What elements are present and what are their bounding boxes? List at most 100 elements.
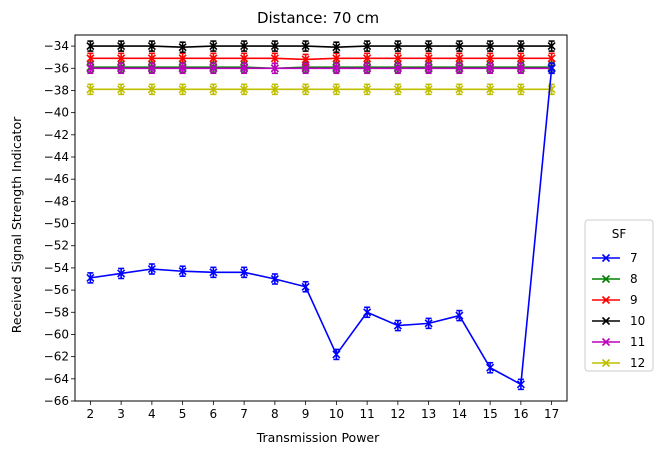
data-point-sf-12 — [363, 83, 372, 96]
x-tick-label: 14 — [452, 407, 467, 421]
x-marker — [117, 85, 126, 94]
legend-marker — [601, 316, 611, 326]
series-line-sf-8 — [90, 66, 552, 70]
series-line-sf-9 — [90, 57, 552, 61]
marker-stroke — [332, 85, 341, 94]
x-tick-label: 8 — [271, 407, 279, 421]
x-marker — [240, 54, 249, 63]
marker-stroke — [424, 42, 433, 51]
marker-stroke — [270, 85, 279, 94]
x-marker — [516, 54, 525, 63]
legend-label: 9 — [630, 293, 638, 307]
x-marker — [486, 42, 495, 51]
data-point-sf-7 — [547, 62, 556, 75]
x-marker — [455, 311, 464, 320]
marker-stroke — [547, 64, 556, 73]
data-point-sf-11 — [86, 62, 95, 75]
y-tick-label: −40 — [44, 106, 69, 120]
x-marker — [240, 64, 249, 73]
x-marker — [178, 43, 187, 52]
x-marker — [363, 42, 372, 51]
marker-stroke — [240, 268, 249, 277]
legend-item-sf-12: 12 — [592, 356, 645, 370]
x-marker — [301, 55, 310, 64]
y-axis-label: Received Signal Strength Indicator — [9, 116, 24, 333]
marker-stroke — [424, 319, 433, 328]
marker-stroke — [516, 54, 525, 63]
marker-stroke — [455, 42, 464, 51]
data-point-sf-10 — [178, 41, 187, 54]
x-tick-label: 11 — [359, 407, 374, 421]
x-marker — [86, 273, 95, 282]
x-marker — [147, 64, 156, 73]
data-point-sf-7 — [486, 361, 495, 374]
data-point-sf-7 — [393, 319, 402, 332]
marker-stroke — [601, 253, 611, 263]
data-point-sf-10 — [455, 40, 464, 52]
data-point-sf-7 — [147, 263, 156, 275]
marker-stroke — [209, 268, 218, 277]
x-marker — [117, 42, 126, 51]
data-point-sf-7 — [455, 309, 464, 322]
x-marker — [393, 321, 402, 330]
legend-title: SF — [612, 227, 627, 241]
x-marker — [178, 85, 187, 94]
legend-marker — [601, 295, 611, 305]
legend-label: 10 — [630, 314, 645, 328]
x-marker — [209, 42, 218, 51]
marker-stroke — [117, 54, 126, 63]
marker-stroke — [363, 42, 372, 51]
y-tick-label: −66 — [44, 394, 69, 408]
data-point-sf-10 — [516, 40, 525, 52]
x-marker — [332, 350, 341, 359]
x-tick-label: 12 — [390, 407, 405, 421]
marker-stroke — [147, 42, 156, 51]
data-point-sf-12 — [424, 83, 433, 96]
marker-stroke — [363, 308, 372, 317]
x-tick-label: 4 — [148, 407, 156, 421]
data-point-sf-10 — [393, 40, 402, 52]
x-marker — [393, 85, 402, 94]
data-point-sf-11 — [486, 62, 495, 75]
plot-background — [75, 35, 567, 401]
x-tick-label: 5 — [179, 407, 187, 421]
x-marker — [209, 54, 218, 63]
x-marker — [486, 54, 495, 63]
legend-item-sf-8: 8 — [592, 272, 638, 286]
data-point-sf-12 — [209, 83, 218, 96]
marker-stroke — [393, 42, 402, 51]
legend-label: 11 — [630, 335, 645, 349]
y-tick-label: −48 — [44, 194, 69, 208]
data-point-sf-7 — [178, 265, 187, 278]
x-marker — [240, 268, 249, 277]
data-point-sf-11 — [393, 62, 402, 75]
data-point-sf-9 — [147, 52, 156, 65]
x-tick-label: 17 — [544, 407, 559, 421]
x-marker — [486, 85, 495, 94]
x-marker — [424, 64, 433, 73]
marker-stroke — [424, 85, 433, 94]
x-marker — [332, 85, 341, 94]
y-tick-label: −62 — [44, 350, 69, 364]
x-marker — [363, 85, 372, 94]
data-point-sf-10 — [147, 40, 156, 52]
marker-stroke — [178, 267, 187, 276]
marker-stroke — [363, 64, 372, 73]
marker-stroke — [301, 42, 310, 51]
marker-stroke — [601, 358, 611, 368]
data-point-sf-7 — [516, 378, 525, 391]
x-marker — [516, 64, 525, 73]
legend-label: 8 — [630, 272, 638, 286]
data-point-sf-9 — [86, 52, 95, 65]
legend-marker — [601, 337, 611, 347]
x-marker — [424, 85, 433, 94]
marker-stroke — [486, 54, 495, 63]
x-marker — [516, 85, 525, 94]
marker-stroke — [424, 64, 433, 73]
x-marker — [117, 54, 126, 63]
data-point-sf-10 — [363, 40, 372, 52]
x-tick-label: 6 — [210, 407, 218, 421]
x-marker — [332, 54, 341, 63]
marker-stroke — [209, 64, 218, 73]
x-axis-label: Transmission Power — [256, 430, 380, 445]
